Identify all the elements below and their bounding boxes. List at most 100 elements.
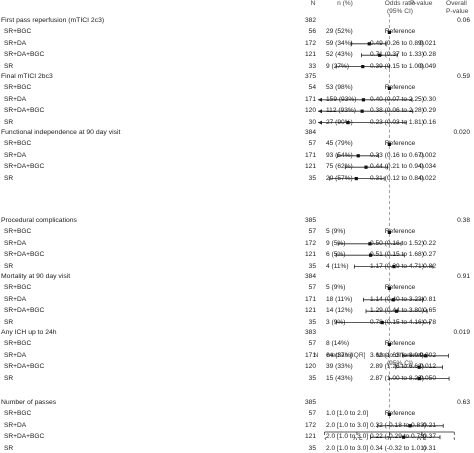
forest-plot: -1 -0.5 0 0.5 1 [318, 14, 456, 440]
row-p: 0.034 [419, 163, 436, 171]
row-label: SR+DA [4, 351, 27, 359]
x-tick-label: -1 [321, 437, 327, 440]
point-estimate [364, 165, 368, 169]
row-p: 0.050 [419, 374, 436, 382]
section-total: 385 [304, 217, 316, 224]
point-estimate [391, 298, 395, 302]
header-overall-2: P-value [446, 8, 469, 15]
row-label: SR [4, 262, 14, 270]
row-label: SR+DA [4, 39, 27, 47]
header-p-value: P-value [410, 0, 433, 7]
row-n: 56 [308, 28, 316, 36]
row-estimate: 1.14 (0.40 to 3.23) [370, 295, 424, 303]
overall-p: 0.91 [457, 273, 470, 280]
row-estimate: Reference [384, 340, 416, 348]
row-p: 0.022 [419, 174, 436, 182]
row-value: 8 (14%) [326, 340, 350, 348]
row-n: 121 [304, 251, 316, 259]
row-n: 171 [304, 295, 316, 303]
point-estimate [387, 342, 391, 346]
row-value: 27 (90%) [326, 118, 353, 126]
row-n: 35 [308, 318, 316, 326]
row-value: 15 (43%) [326, 374, 353, 382]
row-n: 33 [308, 62, 316, 70]
row-value: 29 (52%) [326, 28, 353, 36]
row-estimate: Reference [384, 84, 416, 92]
x-tick-label: 0.5 [417, 437, 427, 440]
row-value: 1.0 [1.0 to 2.0] [326, 410, 369, 418]
row-value: 20 (57%) [326, 174, 353, 182]
row-n: 171 [304, 151, 316, 159]
row-label: SR+DA+BGC [4, 363, 45, 371]
row-estimate: Reference [384, 410, 416, 418]
row-label: SR [4, 444, 14, 452]
row-value: 45 (79%) [326, 140, 353, 148]
row-value: 2.0 [1.0 to 3.0] [326, 433, 369, 441]
row-label: SR+DA [4, 95, 27, 103]
header-or-1: Odds ratio [384, 0, 416, 7]
row-label: SR [4, 374, 14, 382]
row-label: SR+BGC [4, 284, 32, 292]
header2-md-1: Mean difference [376, 352, 424, 359]
overall-p: 0.63 [457, 399, 470, 406]
point-estimate [392, 265, 396, 269]
section-total: 375 [304, 73, 316, 80]
row-value: 9 (27%) [326, 62, 350, 70]
row-label: SR+DA+BGC [4, 307, 45, 315]
row-n: 57 [308, 284, 316, 292]
point-estimate [360, 109, 364, 113]
row-p: 0.021 [419, 39, 436, 47]
point-estimate [387, 412, 391, 416]
row-estimate: 1.17 (0.29 to 4.71) [370, 262, 424, 270]
row-value: 112 (93%) [326, 107, 356, 115]
point-estimate [387, 30, 391, 34]
ci-arrow-left [318, 109, 322, 114]
row-n: 120 [304, 107, 316, 115]
row-n: 171 [304, 351, 316, 359]
row-label: SR [4, 318, 14, 326]
row-n: 121 [304, 433, 316, 441]
point-estimate [380, 321, 384, 325]
overall-p: 0.59 [457, 73, 470, 80]
row-label: SR+DA [4, 421, 27, 429]
row-estimate: 0.44 (0.21 to 0.94) [370, 163, 424, 171]
row-value: 52 (43%) [326, 51, 353, 59]
row-estimate: 0.38 (0.06 to 2.28) [370, 107, 424, 115]
point-estimate [346, 121, 350, 125]
row-p: 0.65 [423, 307, 436, 315]
row-n: 57 [308, 410, 316, 418]
row-p: 0.16 [423, 118, 436, 126]
row-estimate: Reference [384, 28, 416, 36]
row-label: SR+BGC [4, 410, 32, 418]
row-estimate: 0.39 (0.15 to 1.00) [370, 62, 424, 70]
row-label: SR+DA [4, 239, 27, 247]
section-title: Any ICH up to 24h [1, 329, 57, 336]
row-value: 93 (54%) [326, 151, 353, 159]
row-p: 0.21 [423, 421, 436, 429]
overall-p: 0.019 [453, 329, 470, 336]
row-estimate: 2.87 (1.00 to 8.23) [370, 374, 424, 382]
x-tick-label: -0.5 [351, 437, 363, 440]
row-n: 121 [304, 163, 316, 171]
point-estimate [402, 435, 406, 439]
row-p: 0.29 [423, 107, 436, 115]
row-n: 172 [304, 421, 316, 429]
header2-median: median [IQR] [326, 352, 366, 359]
overall-p: 0.06 [457, 17, 470, 24]
ci-arrow-left [318, 97, 322, 102]
row-estimate: Reference [384, 228, 416, 236]
row-value: 18 (11%) [326, 295, 353, 303]
section-title: Final mTICI 2bc3 [1, 73, 53, 80]
row-estimate: 0.78 (0.15 to 4.16) [370, 318, 424, 326]
row-value: 2.0 [1.0 to 3.0] [326, 444, 369, 452]
row-estimate: 3.62 (1.63 to 8.04) [370, 351, 424, 359]
x-tick-label: 1 [452, 437, 456, 440]
header-or-2: (95% CI) [386, 8, 413, 15]
point-estimate [367, 42, 371, 46]
row-value: 4 (11%) [326, 262, 349, 270]
row-value: 64 (37%) [326, 351, 353, 359]
row-p: 0.002 [419, 351, 436, 359]
row-label: SR+BGC [4, 28, 32, 36]
row-value: 3 (9%) [326, 318, 346, 326]
